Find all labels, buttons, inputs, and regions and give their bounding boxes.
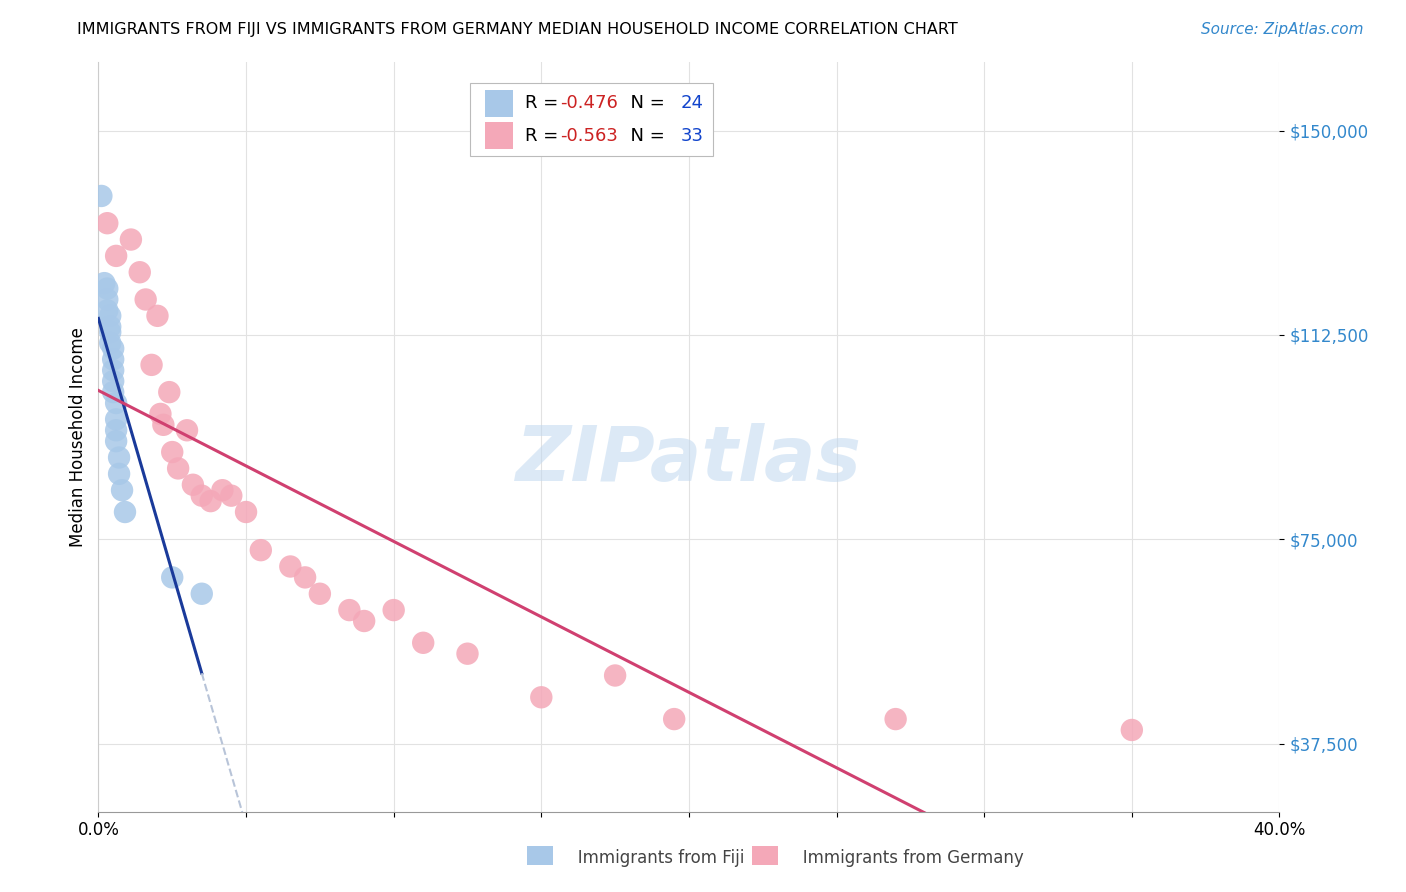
Point <box>98 336 121 351</box>
Point <box>339 603 361 617</box>
FancyBboxPatch shape <box>485 90 513 117</box>
Text: R =: R = <box>524 95 564 112</box>
Point <box>211 483 233 498</box>
Point <box>162 445 183 459</box>
Point <box>98 325 121 339</box>
Point <box>103 374 125 388</box>
Point <box>167 461 190 475</box>
Point <box>294 570 316 584</box>
Point <box>181 477 204 491</box>
Point <box>146 309 169 323</box>
Text: -0.476: -0.476 <box>560 95 619 112</box>
Point <box>105 423 128 437</box>
Text: ZIPatlas: ZIPatlas <box>516 423 862 497</box>
Point <box>149 407 172 421</box>
Text: N =: N = <box>619 95 671 112</box>
Text: N =: N = <box>619 127 671 145</box>
Point <box>353 614 375 628</box>
Point <box>412 636 434 650</box>
Point <box>200 494 222 508</box>
Point <box>120 233 142 247</box>
Point <box>98 309 121 323</box>
Point <box>90 189 112 203</box>
Point <box>250 543 273 558</box>
Point <box>664 712 686 726</box>
Point <box>162 570 183 584</box>
Point <box>457 647 479 661</box>
Point <box>98 319 121 334</box>
Point <box>280 559 302 574</box>
Y-axis label: Median Household Income: Median Household Income <box>69 327 87 547</box>
Point <box>382 603 405 617</box>
Point <box>884 712 907 726</box>
Point <box>93 276 115 290</box>
Text: Source: ZipAtlas.com: Source: ZipAtlas.com <box>1201 22 1364 37</box>
Text: Immigrants from Germany: Immigrants from Germany <box>766 849 1024 867</box>
Point <box>221 489 243 503</box>
Text: 33: 33 <box>681 127 703 145</box>
Text: Immigrants from Fiji: Immigrants from Fiji <box>541 849 745 867</box>
Point <box>111 483 134 498</box>
Point <box>128 265 150 279</box>
Point <box>103 342 125 356</box>
Point <box>235 505 257 519</box>
Point <box>530 690 553 705</box>
Text: R =: R = <box>524 127 564 145</box>
Point <box>108 467 131 481</box>
Point <box>141 358 163 372</box>
Point <box>105 434 128 449</box>
Point <box>105 412 128 426</box>
Text: IMMIGRANTS FROM FIJI VS IMMIGRANTS FROM GERMANY MEDIAN HOUSEHOLD INCOME CORRELAT: IMMIGRANTS FROM FIJI VS IMMIGRANTS FROM … <box>77 22 957 37</box>
Point <box>605 668 627 682</box>
Point <box>176 423 198 437</box>
Point <box>114 505 136 519</box>
Point <box>157 385 180 400</box>
Point <box>96 303 118 318</box>
FancyBboxPatch shape <box>485 122 513 149</box>
Point <box>103 352 125 367</box>
Point <box>96 293 118 307</box>
Point <box>309 587 332 601</box>
Point <box>105 249 128 263</box>
Text: 24: 24 <box>681 95 703 112</box>
Point <box>105 396 128 410</box>
Text: -0.563: -0.563 <box>560 127 619 145</box>
Point <box>96 216 118 230</box>
Point <box>108 450 131 465</box>
Point <box>191 587 214 601</box>
FancyBboxPatch shape <box>471 83 713 156</box>
Point <box>96 282 118 296</box>
Point <box>103 363 125 377</box>
Point <box>1121 723 1143 737</box>
Point <box>135 293 157 307</box>
Point <box>191 489 214 503</box>
Point <box>152 417 174 432</box>
Point <box>103 385 125 400</box>
